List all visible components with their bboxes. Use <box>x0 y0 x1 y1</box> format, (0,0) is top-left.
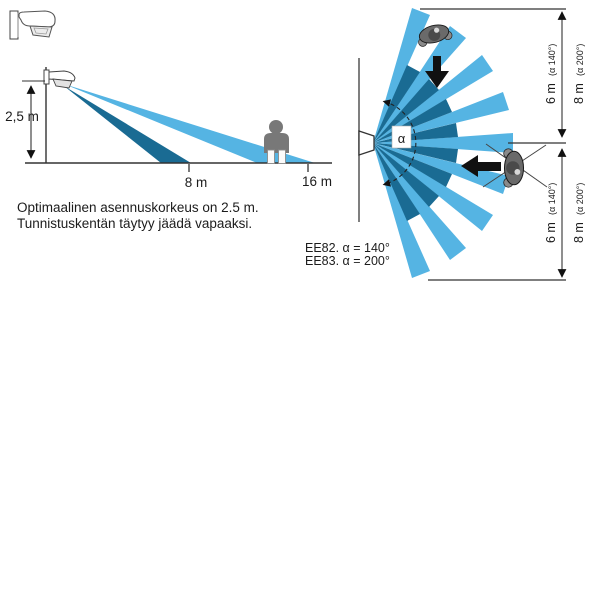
sensor-icon-lens-inner <box>33 27 49 35</box>
caption-line-1: Optimaalinen asennuskorkeus on 2.5 m. <box>17 200 259 215</box>
caption-line-2: Tunnistuskentän täytyy jäädä vapaaksi. <box>17 216 252 231</box>
person-top-view-radial <box>503 148 525 188</box>
top-view-diagram: α 6 m (α 140°) 8 m (α 200°) 6 m (α 140°) <box>305 8 586 281</box>
detection-beam-long <box>373 26 466 143</box>
side-sensor <box>43 69 76 89</box>
person-silhouette <box>264 120 289 164</box>
range-label-6m: 6 m <box>544 83 558 104</box>
model-label-line1: EE82. α = 140° <box>305 241 390 255</box>
range-label-8m: 8 m <box>572 83 586 104</box>
sensor-icon-lens <box>29 25 53 38</box>
range-label-a140: (α 140°) <box>547 183 557 215</box>
sensor-icon-head <box>18 10 56 28</box>
model-label-line2: EE83. α = 200° <box>305 254 390 268</box>
range-label-8m: 8 m <box>572 222 586 243</box>
range-label-bottom-outer: 8 m (α 200°) <box>572 183 586 243</box>
alpha-box <box>391 125 412 149</box>
detection-beam-long <box>373 133 513 153</box>
detection-beam-long <box>373 55 493 143</box>
alpha-label: α <box>398 131 406 146</box>
sensor-icon-wall-plate <box>9 10 19 40</box>
detection-beam-long <box>373 143 509 194</box>
range-label-a200: (α 200°) <box>575 183 585 215</box>
side-view-diagram: 2,5 m 8 m 16 m <box>5 67 332 190</box>
range-label-bottom-inner: 6 m (α 140°) <box>544 183 558 243</box>
range-label-top-outer: 8 m (α 200°) <box>572 44 586 104</box>
detection-beam-short <box>373 143 452 187</box>
range-label-6m: 6 m <box>544 222 558 243</box>
range-label-a200: (α 200°) <box>575 44 585 76</box>
height-label: 2,5 m <box>5 109 39 124</box>
wall-sensor-icon <box>9 10 56 40</box>
arrow-down <box>425 56 449 88</box>
arrow-left <box>461 155 501 177</box>
distance-label-16m: 16 m <box>302 174 332 189</box>
side-beam-long <box>64 84 315 163</box>
distance-label-8m: 8 m <box>185 175 208 190</box>
detection-beam-long <box>373 143 466 260</box>
detection-beam-long <box>373 143 493 231</box>
alpha-arc <box>382 99 417 187</box>
caption-block: Optimaalinen asennuskorkeus on 2.5 m. Tu… <box>17 200 259 231</box>
range-label-top-inner: 6 m (α 140°) <box>544 44 558 104</box>
fan-sensor <box>358 130 375 156</box>
side-beam-short <box>64 86 191 163</box>
range-label-a140: (α 140°) <box>547 44 557 76</box>
